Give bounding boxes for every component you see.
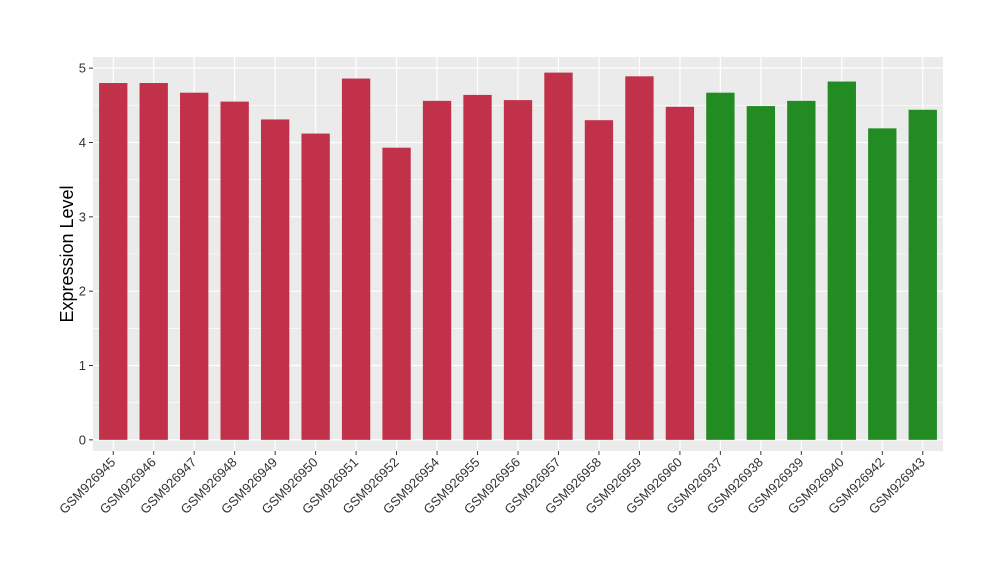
bar-GSM926950 bbox=[301, 133, 330, 440]
bar-GSM926946 bbox=[139, 83, 168, 440]
y-axis: 0 1 2 3 4 5 bbox=[79, 61, 93, 447]
bar-GSM926956 bbox=[503, 100, 533, 440]
bar-GSM926952 bbox=[382, 147, 411, 440]
y-tick-label: 0 bbox=[79, 432, 86, 447]
bar-GSM926959 bbox=[625, 76, 654, 440]
y-axis-title: Expression Level bbox=[57, 185, 77, 322]
bar-GSM926958 bbox=[584, 120, 614, 440]
bar-GSM926937 bbox=[706, 92, 735, 440]
bar-GSM926954 bbox=[422, 100, 452, 440]
bar-GSM926960 bbox=[665, 106, 695, 440]
bar-GSM926948 bbox=[220, 101, 249, 440]
bar-GSM926942 bbox=[868, 128, 897, 440]
y-tick-label: 3 bbox=[79, 209, 86, 224]
bar-GSM926945 bbox=[99, 83, 128, 440]
bar-GSM926955 bbox=[463, 94, 492, 440]
y-tick-label: 2 bbox=[79, 284, 86, 299]
bar-GSM926951 bbox=[341, 78, 371, 440]
bar-GSM926949 bbox=[260, 119, 290, 440]
y-tick-label: 5 bbox=[79, 61, 86, 76]
bar-series bbox=[99, 72, 937, 440]
bar-GSM926938 bbox=[746, 106, 776, 440]
bar-GSM926939 bbox=[787, 100, 816, 440]
bar-GSM926943 bbox=[908, 109, 937, 440]
bar-GSM926947 bbox=[180, 92, 209, 440]
y-tick-label: 4 bbox=[79, 135, 86, 150]
bar-GSM926957 bbox=[544, 72, 573, 440]
y-tick-label: 1 bbox=[79, 358, 86, 373]
bar-GSM926940 bbox=[827, 81, 856, 440]
x-axis: GSM926945GSM926946GSM926947GSM926948GSM9… bbox=[56, 451, 928, 517]
